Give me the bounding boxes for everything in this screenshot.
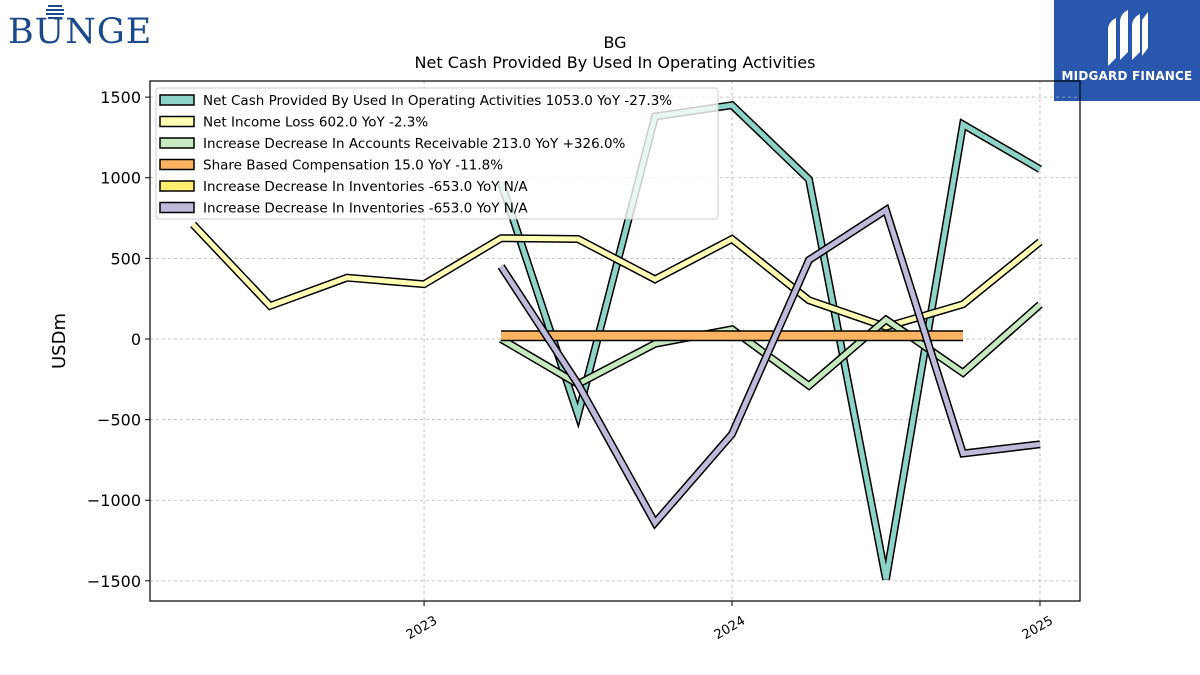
y-tick-label: 0 [131, 330, 141, 349]
legend-label: Net Cash Provided By Used In Operating A… [203, 93, 672, 109]
series-stroke [499, 206, 1041, 528]
bunge-globe-icon [46, 5, 64, 19]
legend-swatch [159, 158, 195, 171]
x-tick-label: 2024 [712, 613, 748, 643]
chart-subtitle: Net Cash Provided By Used In Operating A… [415, 53, 816, 72]
series-stroke [498, 102, 1042, 580]
bunge-logo-text: BUNGE [8, 12, 153, 52]
midgard-finance-logo: MIDGARD FINANCE [1054, 0, 1200, 101]
legend-label: Share Based Compensation 15.0 YoY -11.8% [203, 158, 503, 174]
midgard-emblem-icon [1108, 10, 1148, 66]
series-layer [190, 100, 1043, 580]
plot-frame [149, 80, 1081, 602]
legend-label: Net Income Loss 602.0 YoY -2.3% [203, 115, 428, 131]
series-stroke [499, 302, 1042, 389]
y-axis: 1500 1000 500 0 −500 −1000 −1500 [87, 88, 150, 591]
legend-swatch [159, 180, 195, 192]
chart-title: BG [603, 33, 626, 52]
y-tick-label: 1000 [100, 169, 141, 188]
y-tick-label: −500 [97, 411, 141, 430]
series-line-0 [497, 100, 1043, 580]
legend-label: Increase Decrease In Inventories -653.0 … [203, 179, 528, 195]
legend-swatch [159, 115, 195, 128]
legend-swatch [159, 94, 195, 106]
series-line-2 [499, 301, 1043, 391]
x-axis: 2023 2024 2025 [404, 601, 1056, 643]
y-tick-label: 500 [110, 249, 141, 268]
legend-label: Increase Decrease In Accounts Receivable… [203, 136, 626, 152]
series-stroke [191, 222, 1042, 330]
series-line-1 [190, 221, 1043, 332]
x-tick-label: 2023 [404, 613, 440, 643]
bunge-logo: BUNGE [4, 4, 176, 52]
series-line-5 [497, 203, 1041, 530]
legend-swatch [159, 201, 195, 214]
legend-label: Increase Decrease In Inventories -653.0 … [203, 201, 528, 217]
y-tick-label: 1500 [100, 88, 141, 107]
y-tick-label: −1000 [87, 491, 141, 510]
midgard-logo-text: MIDGARD FINANCE [1061, 69, 1193, 83]
y-tick-label: −1500 [87, 572, 141, 591]
legend-box [155, 87, 719, 220]
chart-legend: Net Cash Provided By Used In Operating A… [155, 87, 719, 220]
y-axis-label: USDm [49, 313, 70, 369]
legend-swatch [159, 137, 195, 149]
x-tick-label: 2025 [1020, 613, 1056, 643]
